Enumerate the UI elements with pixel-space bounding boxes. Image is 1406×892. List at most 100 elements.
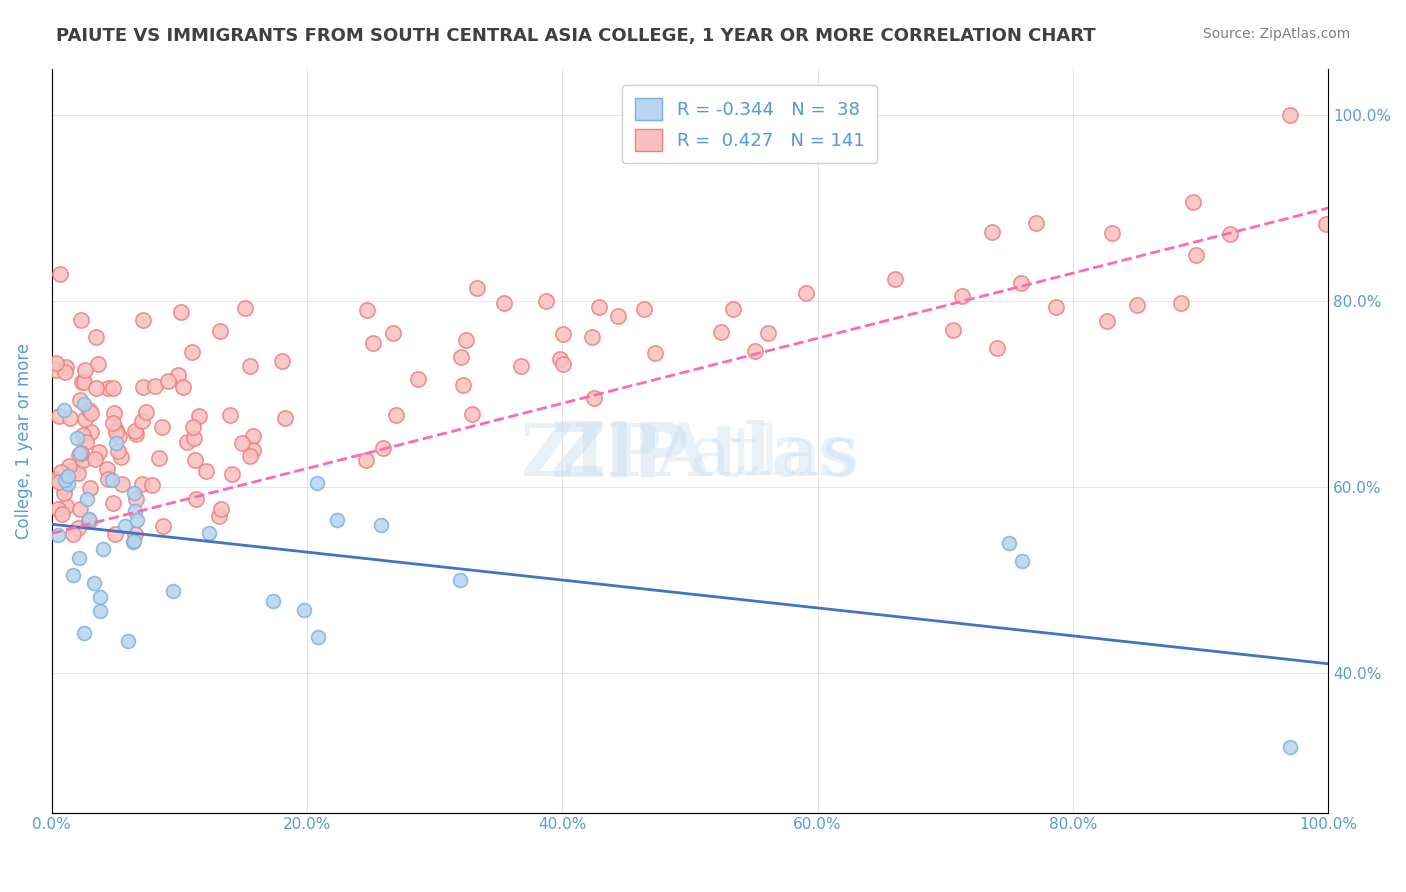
Point [69,502,91,516]
Point [49,465,72,479]
Point [451,378,474,392]
Point [172,380,194,394]
Point [67,448,90,462]
Point [1045,300,1067,314]
Point [49,267,72,281]
Point [141,478,163,492]
Point [465,281,488,295]
Point [326,513,349,527]
Point [231,436,253,450]
Point [581,330,603,344]
Point [942,323,965,337]
Point [124,424,146,438]
Point [46,528,69,542]
Point [45,363,67,377]
Point [62,568,84,582]
Point [239,450,262,464]
Point [58,411,80,425]
Point [986,341,1008,355]
Point [1278,108,1301,122]
Point [385,408,408,422]
Point [58,458,80,473]
Text: PAIUTE VS IMMIGRANTS FROM SOUTH CENTRAL ASIA COLLEGE, 1 YEAR OR MORE CORRELATION: PAIUTE VS IMMIGRANTS FROM SOUTH CENTRAL … [56,27,1095,45]
Point [1219,227,1241,241]
Point [79,425,101,439]
Point [157,374,180,388]
Point [122,533,145,548]
Point [87,445,110,459]
Point [127,513,149,527]
Point [91,541,114,556]
Point [553,357,575,371]
Point [197,526,219,541]
Point [103,496,125,510]
Point [55,499,77,513]
Point [1315,217,1337,231]
Y-axis label: College, 1 year or more: College, 1 year or more [15,343,32,539]
Point [998,536,1021,550]
Point [53,403,76,417]
Point [96,461,118,475]
Point [125,492,148,507]
Point [744,344,766,359]
Point [124,503,146,517]
Point [107,429,129,443]
Point [72,626,94,640]
Point [122,485,145,500]
Point [1011,554,1033,568]
Point [354,453,377,467]
Point [84,381,107,395]
Point [218,408,240,422]
Point [242,429,264,443]
Point [194,464,217,478]
Point [55,360,77,375]
Point [58,468,80,483]
Point [721,301,744,316]
Point [45,356,67,370]
Point [89,590,111,604]
Point [644,345,666,359]
Point [551,326,574,341]
Point [305,476,328,491]
Point [132,312,155,326]
Point [449,573,471,587]
Text: ZIPAtlas: ZIPAtlas [520,420,859,491]
Point [97,381,120,395]
Point [84,329,107,343]
Point [184,453,207,467]
Point [75,434,97,449]
Point [104,423,127,437]
Point [1101,227,1123,241]
Point [607,310,630,324]
Point [292,603,315,617]
Point [582,391,605,405]
Point [710,326,733,340]
Point [370,518,392,533]
Point [101,417,124,431]
Point [188,409,211,423]
Point [77,511,100,525]
Point [45,472,67,486]
Point [51,507,73,521]
Point [75,412,97,426]
Point [1170,296,1192,310]
Point [107,444,129,458]
Text: Source: ZipAtlas.com: Source: ZipAtlas.com [1202,27,1350,41]
Point [145,379,167,393]
Point [381,326,404,340]
Point [105,425,128,440]
Point [131,414,153,428]
Point [83,452,105,467]
Point [67,521,90,535]
Point [221,467,243,481]
Legend: R = -0.344   N =  38, R =  0.427   N = 141: R = -0.344 N = 38, R = 0.427 N = 141 [623,85,877,163]
Point [980,225,1002,239]
Point [56,476,79,491]
Point [132,379,155,393]
Point [69,392,91,407]
Point [53,366,76,380]
Point [208,324,231,338]
Point [75,362,97,376]
Point [494,296,516,310]
Point [48,475,70,490]
